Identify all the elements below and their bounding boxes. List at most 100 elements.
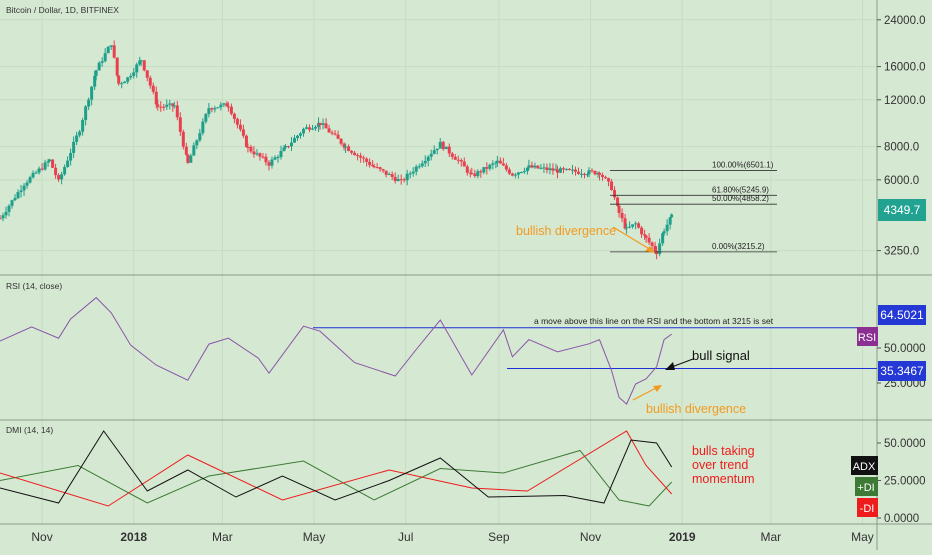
candle-body: [156, 104, 160, 107]
candle-body: [661, 233, 665, 244]
candle-body: [93, 75, 97, 87]
candle-body: [488, 164, 492, 169]
price-divergence-label: bullish divergence: [516, 224, 616, 238]
candle-body: [365, 158, 369, 162]
candle-body: [40, 168, 44, 170]
candle-body: [318, 122, 322, 125]
rsi-title: RSI (14, close): [6, 281, 62, 291]
candle-body: [558, 168, 562, 173]
current-price-value: 4349.7: [884, 203, 921, 217]
price-candles: [0, 40, 674, 260]
fibonacci-retracement[interactable]: 100.00%(6501.1) 61.80%(5245.9)50.00%(4858…: [610, 161, 777, 253]
candle-body: [542, 167, 546, 169]
candle-body: [598, 172, 602, 175]
candle-body: [604, 176, 608, 179]
candle-body: [90, 86, 94, 100]
candle-body: [551, 168, 555, 171]
candle-body: [126, 77, 130, 82]
candle-body: [330, 132, 334, 134]
candle-body: [620, 212, 624, 219]
candle-body: [57, 175, 61, 180]
candle-body: [168, 103, 172, 105]
candle-body: [252, 151, 256, 155]
price-axis[interactable]: 24000.0 16000.0 12000.0 8000.0 6000.0 3250.0: [877, 15, 926, 258]
candle-body: [181, 131, 185, 147]
candle-body: [308, 127, 312, 130]
dmi-note-line-2: over trend: [692, 458, 748, 472]
candle-body: [48, 159, 52, 162]
time-axis-label: May: [303, 530, 326, 544]
dmi-axis-label: 50.0000: [884, 438, 926, 450]
rsi-note: a move above this line on the RSI and th…: [534, 316, 774, 326]
candle-body: [607, 178, 611, 182]
candle-body: [525, 167, 529, 172]
candle-body: [643, 234, 647, 236]
rsi-badge: [857, 327, 878, 346]
time-axis-label: Nov: [580, 530, 601, 544]
fib-level-label: 100.00%(6501.1): [712, 161, 774, 170]
candle-body: [142, 60, 146, 71]
candle-body: [570, 169, 574, 171]
candle-body: [103, 53, 107, 62]
candle-body: [232, 113, 236, 119]
candle-body: [123, 81, 127, 84]
candle-body: [465, 166, 469, 173]
candle-body: [628, 226, 632, 228]
candle-body: [148, 77, 152, 86]
candle-body: [264, 156, 268, 163]
candle-body: [1, 215, 5, 219]
candle-body: [381, 169, 385, 171]
time-axis-label: Mar: [212, 530, 233, 544]
candle-body: [151, 85, 155, 92]
candle-body: [479, 171, 483, 173]
price-axis-label: 24000.0: [884, 15, 926, 27]
candle-body: [438, 141, 442, 149]
candle-body: [548, 168, 552, 171]
candle-body: [579, 173, 583, 175]
candle-body: [491, 163, 495, 165]
candle-body: [333, 133, 337, 135]
candle-body: [573, 169, 577, 172]
candle-body: [204, 114, 208, 122]
time-axis[interactable]: Nov 2018 Mar May Jul Sep Nov 2019 Mar May: [31, 530, 873, 544]
candle-body: [417, 166, 421, 168]
candle-body: [210, 108, 214, 110]
candle-body: [371, 165, 375, 167]
candle-body: [590, 170, 594, 172]
candle-body: [426, 156, 430, 161]
candle-body: [668, 217, 672, 225]
candle-body: [459, 160, 463, 162]
candle-body: [583, 173, 587, 175]
price-axis-label: 8000.0: [884, 142, 919, 154]
candle-body: [596, 172, 600, 175]
candle-body: [0, 218, 2, 220]
rsi-upper-level-badge: [878, 305, 926, 325]
candle-body: [216, 107, 220, 109]
candle-body: [213, 108, 217, 110]
candle-body: [135, 64, 139, 73]
candle-body: [229, 106, 233, 114]
candle-body: [347, 146, 351, 151]
candle-body: [561, 168, 565, 170]
candle-body: [198, 133, 202, 141]
candle-body: [222, 103, 226, 105]
candle-body: [408, 173, 412, 175]
candle-body: [432, 150, 436, 154]
candle-body: [324, 123, 328, 129]
candle-body: [115, 57, 119, 76]
candle-body: [69, 152, 73, 161]
time-axis-label: Sep: [488, 530, 510, 544]
candle-body: [299, 133, 303, 136]
candle-body: [154, 91, 158, 105]
candle-body: [420, 163, 424, 167]
candle-body: [84, 106, 88, 120]
candle-body: [28, 177, 32, 183]
candle-body: [414, 166, 418, 172]
candle-body: [631, 224, 635, 227]
candle-body: [267, 162, 271, 166]
candle-body: [13, 198, 17, 201]
candle-body: [195, 140, 199, 146]
candle-body: [393, 176, 397, 182]
